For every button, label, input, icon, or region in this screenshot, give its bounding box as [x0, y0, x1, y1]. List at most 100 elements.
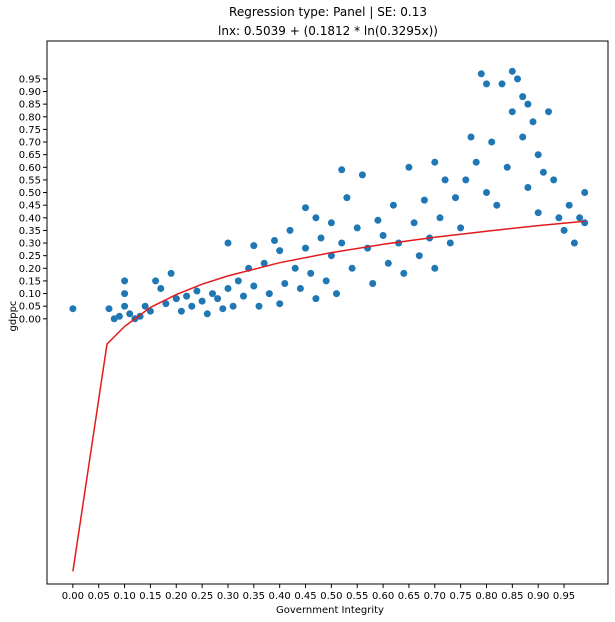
scatter-point [503, 163, 511, 171]
scatter-point [162, 300, 170, 308]
scatter-point [105, 305, 113, 313]
chart-subtitle: lnx: 0.5039 + (0.1812 * ln(0.3295x)) [218, 24, 438, 38]
scatter-point [333, 290, 340, 298]
scatter-point [519, 133, 527, 141]
y-tick-label: 0.40 [19, 213, 41, 224]
scatter-point [141, 302, 149, 310]
scatter-point [441, 176, 449, 184]
y-tick-label: 0.75 [19, 125, 41, 136]
scatter-point [69, 305, 77, 313]
scatter-point [229, 302, 237, 310]
y-tick-label: 0.70 [19, 138, 41, 149]
scatter-point [524, 184, 532, 191]
x-axis-label: Government Integrity [276, 605, 384, 616]
scatter-point [410, 219, 418, 227]
scatter-point [276, 300, 284, 308]
x-tick-label: 0.95 [553, 591, 575, 602]
y-tick-label: 0.15 [19, 276, 41, 287]
scatter-point [446, 239, 454, 247]
scatter-point [498, 80, 506, 88]
x-tick-label: 0.75 [450, 591, 472, 602]
scatter-point [550, 176, 558, 184]
scatter-point [327, 219, 335, 227]
scatter-point [374, 216, 382, 224]
y-tick-label: 0.35 [19, 226, 41, 237]
y-axis: 0.000.05 0.10 0.150.20 0.250.30 0.35 0.400.45… [19, 74, 47, 325]
scatter-point [529, 118, 537, 126]
scatter-point [384, 259, 392, 267]
x-tick-label: 0.90 [527, 591, 549, 602]
scatter-point [420, 196, 428, 204]
scatter-point [493, 201, 501, 209]
scatter-point [545, 108, 552, 116]
scatter-point [560, 226, 568, 234]
scatter-point [322, 277, 330, 285]
scatter-point [167, 269, 175, 277]
scatter-point [234, 277, 242, 285]
scatter-point [534, 209, 542, 217]
scatter-point [570, 239, 578, 247]
scatter-point [508, 67, 516, 75]
y-tick-label: 0.65 [19, 150, 41, 161]
scatter-point [214, 295, 222, 303]
scatter-point [431, 158, 439, 166]
scatter-point [508, 108, 516, 116]
scatter-point [581, 219, 589, 227]
scatter-point [524, 100, 532, 108]
scatter-point [203, 310, 211, 318]
y-tick-label: 0.05 [19, 302, 41, 313]
x-tick-label: 0.85 [501, 591, 523, 602]
scatter-point [477, 70, 485, 78]
scatter-point [338, 239, 346, 247]
scatter-point [369, 280, 377, 287]
scatter-point [379, 232, 387, 239]
scatter-point [260, 259, 268, 267]
y-tick-label: 0.20 [19, 264, 41, 275]
scatter-point [565, 201, 573, 209]
scatter-point [271, 237, 278, 244]
x-tick-label: 0.10 [113, 591, 135, 602]
scatter-point [457, 224, 465, 232]
scatter-point [224, 285, 232, 292]
scatter-point [312, 214, 320, 222]
y-tick-label: 0.80 [19, 112, 41, 123]
scatter-point [488, 138, 496, 146]
scatter-point [276, 247, 284, 255]
scatter-point [405, 163, 413, 171]
scatter-point [198, 297, 206, 305]
y-tick-label: 0.00 [19, 314, 41, 325]
y-tick-label: 0.90 [19, 87, 41, 98]
y-tick-label: 0.10 [19, 289, 41, 300]
scatter-point [152, 277, 160, 285]
scatter-point [296, 285, 304, 292]
scatter-layer [69, 67, 589, 323]
scatter-point [348, 264, 356, 272]
scatter-point [519, 93, 527, 101]
scatter-point [224, 239, 232, 247]
scatter-point [291, 264, 299, 272]
scatter-point [415, 252, 423, 260]
scatter-point [121, 277, 129, 285]
scatter-point [302, 244, 309, 252]
plot-frame [46, 40, 609, 585]
x-tick-label: 0.60 [372, 591, 394, 602]
scatter-point [307, 269, 315, 277]
scatter-point [400, 269, 408, 277]
scatter-point [312, 295, 320, 303]
scatter-point [219, 305, 227, 313]
x-tick-label: 0.80 [475, 591, 497, 602]
scatter-point [209, 290, 216, 298]
y-tick-label: 0.25 [19, 251, 41, 262]
scatter-point [157, 285, 165, 292]
x-tick-label: 0.65 [398, 591, 420, 602]
y-tick-label: 0.85 [19, 100, 41, 111]
scatter-point [255, 302, 263, 310]
x-tick-label: 0.30 [217, 591, 239, 602]
scatter-point [265, 290, 273, 298]
x-tick-label: 0.15 [139, 591, 161, 602]
scatter-point [240, 292, 247, 300]
scatter-point [110, 315, 118, 323]
x-tick-label: 0.35 [243, 591, 265, 602]
scatter-point [115, 312, 123, 320]
scatter-point [338, 166, 346, 174]
